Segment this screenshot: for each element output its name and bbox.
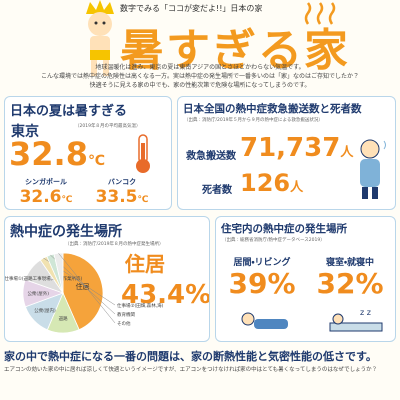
slice-label: 道路	[59, 315, 68, 322]
slice-label: 教育機関	[117, 311, 135, 318]
pie-slice	[62, 252, 104, 331]
leader-line	[58, 253, 116, 324]
intro: 地球温暖化は進み、東京の夏は東南アジアの国とさほどかわらない気温です。 こんな環…	[0, 63, 400, 90]
value: 71,737	[240, 133, 341, 163]
highlight-value: 43.4%	[121, 280, 209, 310]
illustrations: z z	[241, 308, 383, 332]
city: 東京	[11, 124, 39, 140]
temp: 32.8	[9, 135, 88, 173]
value: 39%	[228, 267, 296, 300]
source: （出典：消防庁/2019年５月から９月の熱中症による救急搬送状況）	[184, 118, 323, 123]
value: 32%	[316, 267, 384, 300]
kicker: 数字でみる「ココが変だよ!!」日本の家	[120, 4, 263, 13]
label: 居間・リビング	[233, 258, 291, 268]
source: （出典：総務省消防庁/熱中症データベース2019）	[222, 238, 325, 243]
label: 寝室・就寝中	[325, 258, 375, 268]
svg-text:z z: z z	[360, 308, 371, 317]
city: バンコク	[107, 178, 137, 186]
highlight-category: 住居	[124, 252, 165, 276]
footer-text: エアコンの効いた家の中に居れば涼しくて快適というイメージですが、エアコンをつけな…	[4, 367, 378, 373]
main-title: 暑すぎる家	[120, 25, 350, 76]
slice-label: 住居	[76, 282, 90, 291]
heat-waves	[304, 2, 336, 25]
location-panel: 熱中症の発生場所 （出典：消防庁/2019年８月の熱中症発生場所） 住居 道路 公衆…	[4, 216, 210, 342]
label: 死者数	[202, 185, 232, 196]
note: （2019年８月の平均最高気温）	[75, 124, 141, 129]
emergency-panel: 日本全国の熱中症救急搬送数と死者数 （出典：消防庁/2019年５月から９月の熱中…	[177, 96, 396, 210]
unit: ℃	[61, 195, 73, 205]
slice-label: その他	[117, 320, 131, 327]
sick-person	[360, 139, 386, 199]
intro-line: 地球温暖化は進み、東京の夏は東南アジアの国とさほどかわらない気温です。	[95, 64, 305, 71]
footer-headline: 家の中で熱中症になる一番の問題は、家の断熱性能と気密性能の低さです。	[4, 350, 377, 363]
panel-title: 熱中症の発生場所	[10, 224, 122, 240]
panel-title: 日本全国の熱中症救急搬送数と死者数	[183, 103, 362, 115]
unit: ℃	[87, 153, 105, 169]
intro-line: 快適そうに見える家の中でも、家の性能次第で危険な場所になってしまうのです。	[89, 82, 311, 89]
temp: 33.5	[95, 187, 138, 207]
unit: 人	[340, 145, 354, 160]
value: 126	[240, 169, 291, 197]
unit: 人	[290, 180, 304, 195]
mascot	[86, 0, 114, 76]
summer-panel: 日本の夏は暑すぎる 東京 （2019年８月の平均最高気温） 32.8℃ シンガポ…	[4, 96, 172, 210]
intro-line: こんな環境では熱中症の危険性は高くなる一方。実は熱中症の発生場所で一番多いのは「…	[40, 73, 359, 80]
slice-label: 仕事場①(道路工事現場,工場,作業所等)	[5, 275, 83, 282]
city: シンガポール	[25, 178, 67, 186]
unit: ℃	[137, 195, 149, 205]
source: （出典：消防庁/2019年８月の熱中症発生場所）	[65, 242, 164, 247]
panel-title: 住宅内の熱中症の発生場所	[221, 223, 347, 235]
thermometer	[136, 134, 150, 173]
slice-label: 公衆(屋内)	[34, 307, 56, 314]
home-panel: 住宅内の熱中症の発生場所 （出典：総務省消防庁/熱中症データベース2019） 居…	[215, 216, 396, 342]
label: 救急搬送数	[186, 151, 236, 162]
temp: 32.6	[19, 187, 62, 207]
slice-label: 仕事場②(田畑,森林,海)	[117, 302, 164, 309]
panel-title: 日本の夏は暑すぎる	[10, 104, 128, 119]
slice-label: 公衆(屋外)	[27, 290, 49, 297]
